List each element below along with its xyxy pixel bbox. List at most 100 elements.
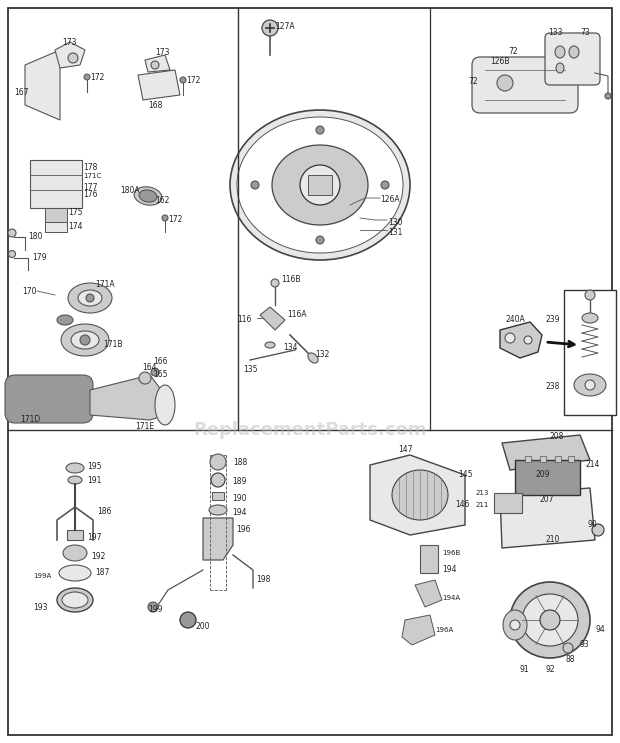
Polygon shape [90, 375, 165, 420]
Text: 173: 173 [155, 48, 169, 57]
Text: 194A: 194A [442, 595, 460, 601]
Text: 127A: 127A [275, 22, 294, 31]
Text: 171D: 171D [20, 415, 40, 424]
Text: 162: 162 [155, 196, 169, 205]
Bar [45, 208, 67, 222]
Ellipse shape [71, 331, 99, 349]
Circle shape [9, 250, 16, 258]
Text: 194: 194 [232, 508, 247, 517]
Circle shape [151, 61, 159, 69]
Circle shape [524, 336, 532, 344]
Circle shape [68, 53, 78, 63]
Circle shape [180, 77, 186, 83]
Ellipse shape [139, 190, 157, 202]
Text: 240A: 240A [505, 315, 525, 324]
Text: 116B: 116B [281, 275, 301, 284]
Polygon shape [502, 435, 590, 470]
Text: 179: 179 [32, 253, 46, 262]
Text: 172: 172 [168, 215, 182, 224]
Text: 90: 90 [588, 520, 598, 529]
Text: 197: 197 [87, 533, 102, 542]
Text: 72: 72 [508, 47, 518, 56]
Ellipse shape [68, 476, 82, 484]
Circle shape [8, 229, 16, 237]
Text: 177: 177 [83, 183, 97, 192]
Text: 126A: 126A [380, 195, 400, 204]
Bar [45, 222, 67, 232]
Text: 198: 198 [256, 575, 270, 584]
Text: 116A: 116A [287, 310, 307, 319]
Text: 174: 174 [68, 222, 82, 231]
Ellipse shape [503, 610, 527, 640]
Text: 196A: 196A [435, 627, 453, 633]
Text: ReplacementParts.com: ReplacementParts.com [193, 421, 427, 439]
Text: 195: 195 [87, 462, 102, 471]
Ellipse shape [209, 505, 227, 515]
Bar [564, 290, 616, 415]
Ellipse shape [155, 385, 175, 425]
Circle shape [80, 335, 90, 345]
Bar [212, 492, 224, 500]
Circle shape [505, 333, 515, 343]
Text: 91: 91 [520, 665, 529, 674]
Text: 196B: 196B [442, 550, 460, 556]
Text: 134: 134 [283, 343, 298, 352]
Ellipse shape [66, 463, 84, 473]
Ellipse shape [62, 592, 88, 608]
Circle shape [180, 612, 196, 628]
Circle shape [84, 74, 90, 80]
Circle shape [162, 215, 168, 221]
Bar [515, 460, 580, 495]
Bar [308, 175, 332, 195]
Text: 170: 170 [22, 287, 37, 296]
Circle shape [563, 643, 573, 653]
Polygon shape [138, 70, 180, 100]
Text: 176: 176 [83, 190, 97, 199]
Text: 93: 93 [580, 640, 590, 649]
Bar [525, 456, 531, 462]
Text: 191: 191 [87, 476, 102, 485]
FancyBboxPatch shape [545, 33, 600, 85]
Text: 126B: 126B [490, 57, 510, 66]
Circle shape [262, 20, 278, 36]
Polygon shape [145, 55, 170, 72]
Polygon shape [203, 518, 233, 560]
Circle shape [585, 380, 595, 390]
Text: 166: 166 [153, 357, 167, 366]
Bar [67, 530, 83, 540]
Ellipse shape [78, 290, 102, 306]
Polygon shape [500, 488, 595, 548]
Text: 207: 207 [540, 495, 554, 504]
Text: 190: 190 [232, 494, 247, 503]
Bar [568, 456, 574, 462]
Circle shape [211, 473, 225, 487]
Text: 210: 210 [545, 535, 559, 544]
Text: 186: 186 [97, 507, 112, 516]
Text: 164: 164 [142, 363, 156, 372]
Text: 187: 187 [95, 568, 109, 577]
Text: 188: 188 [233, 458, 247, 467]
Ellipse shape [134, 186, 162, 205]
Text: 199: 199 [148, 605, 162, 614]
Text: 132: 132 [315, 350, 329, 359]
Text: 92: 92 [545, 665, 555, 674]
Text: 214: 214 [585, 460, 600, 469]
Circle shape [271, 279, 279, 287]
Ellipse shape [510, 582, 590, 658]
Text: 196: 196 [236, 525, 250, 534]
Circle shape [510, 620, 520, 630]
Text: 146: 146 [455, 500, 469, 509]
Text: 131: 131 [388, 228, 402, 237]
Text: 168: 168 [148, 101, 162, 110]
Ellipse shape [555, 46, 565, 58]
Text: 171C: 171C [83, 173, 101, 179]
Ellipse shape [59, 565, 91, 581]
Circle shape [540, 610, 560, 630]
Text: 180A: 180A [120, 186, 140, 195]
Polygon shape [500, 322, 542, 358]
Ellipse shape [57, 315, 73, 325]
Ellipse shape [308, 353, 318, 363]
Text: 193: 193 [33, 603, 48, 612]
Text: 171E: 171E [135, 422, 154, 431]
Bar [30, 160, 82, 208]
